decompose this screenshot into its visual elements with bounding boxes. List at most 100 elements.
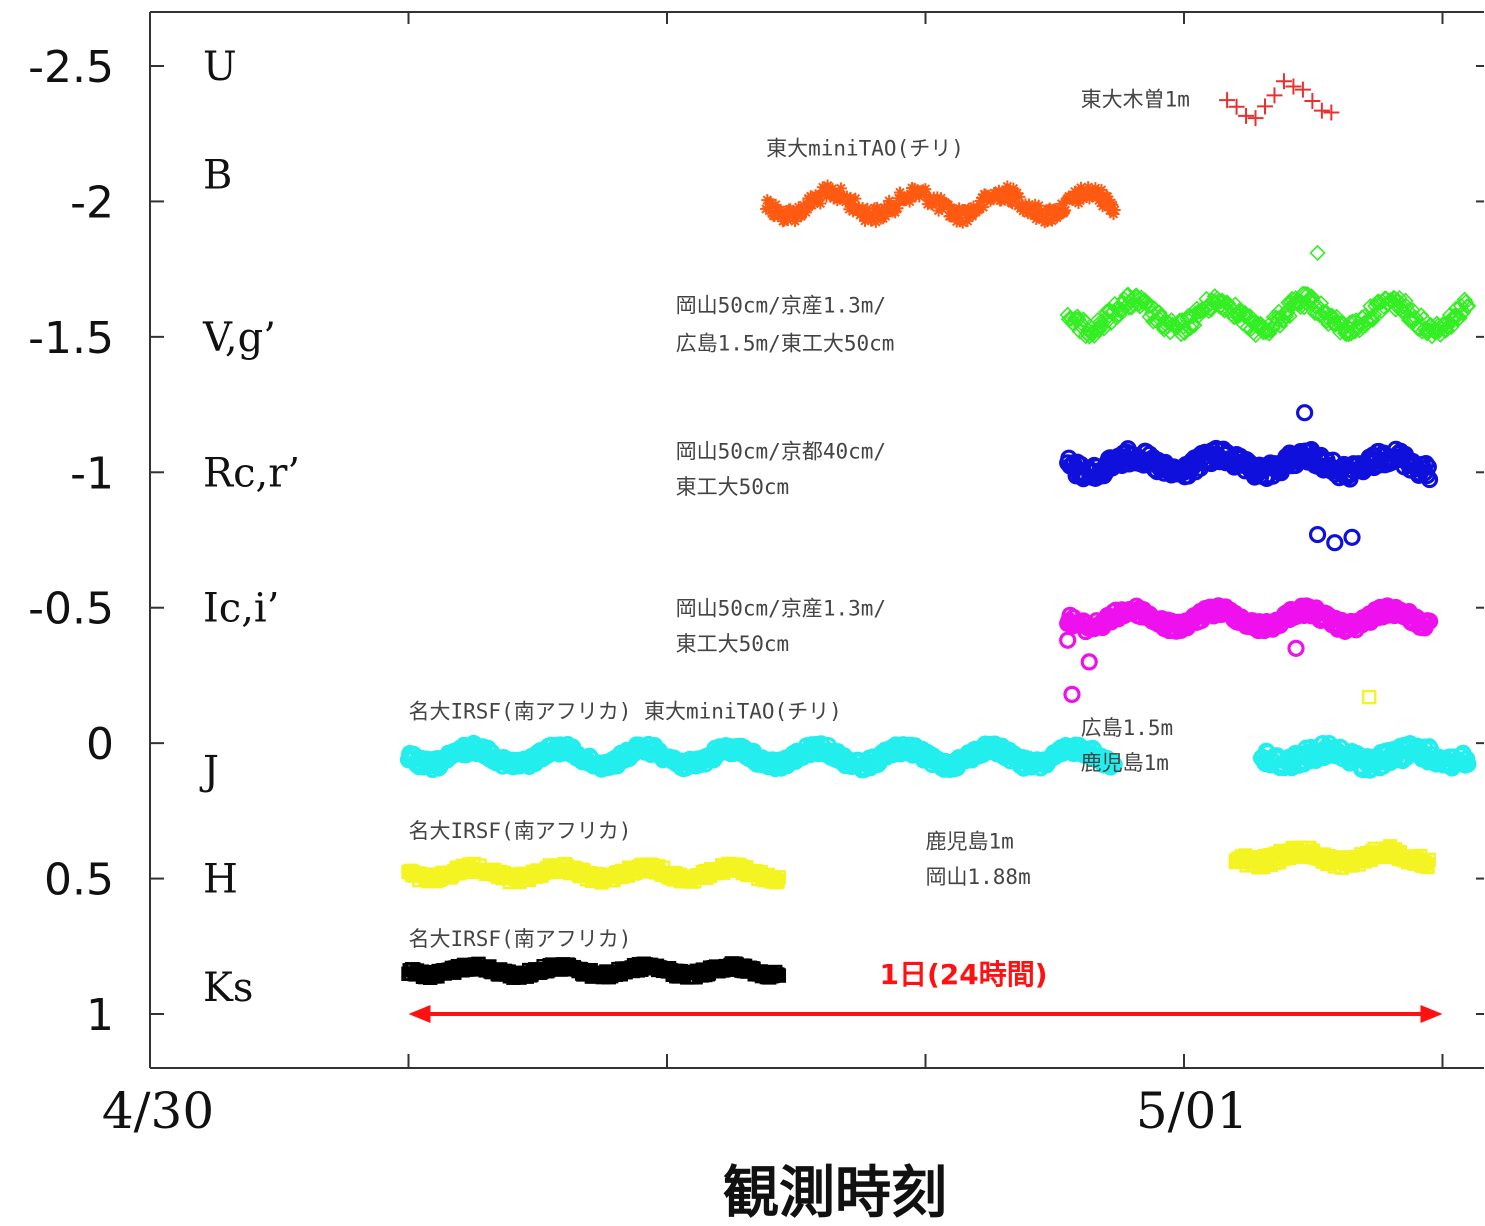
observatory-label: 鹿児島1m xyxy=(926,830,1014,854)
data-point xyxy=(913,190,926,203)
data-point xyxy=(1151,304,1168,321)
data-point xyxy=(1323,104,1340,121)
data-point xyxy=(799,206,812,219)
data-point xyxy=(849,192,862,205)
series-layer xyxy=(399,73,1477,985)
data-point xyxy=(793,203,806,216)
data-point xyxy=(1313,102,1330,119)
observatory-label: 名大IRSF(南アフリカ) xyxy=(409,819,632,843)
data-point xyxy=(1095,320,1112,337)
data-point xyxy=(1088,185,1101,198)
data-point xyxy=(1296,404,1314,422)
data-point xyxy=(903,195,916,208)
data-point xyxy=(967,200,980,213)
band-label: V,g’ xyxy=(202,315,276,361)
data-point xyxy=(1271,317,1289,334)
y-tick-label: 0.5 xyxy=(44,855,114,906)
data-point xyxy=(1412,307,1430,324)
observatory-label: 名大IRSF(南アフリカ) xyxy=(409,927,632,951)
data-point xyxy=(998,193,1011,206)
data-point xyxy=(1080,653,1098,671)
data-point xyxy=(1330,314,1348,332)
data-point xyxy=(834,182,847,195)
data-point xyxy=(843,203,856,216)
data-point xyxy=(1013,190,1026,203)
observatory-label: 東大木曽1m xyxy=(1081,88,1190,112)
data-point xyxy=(1275,73,1292,90)
data-point xyxy=(1089,182,1102,195)
data-point xyxy=(1071,193,1084,206)
data-point xyxy=(932,204,945,217)
data-point xyxy=(1140,298,1157,315)
data-point xyxy=(1281,307,1298,325)
data-point xyxy=(826,182,839,195)
data-point xyxy=(1027,205,1040,218)
data-point xyxy=(1105,755,1123,774)
data-point xyxy=(974,194,987,207)
span-arrow-head-right xyxy=(1420,1005,1443,1023)
y-tick-label: -2.5 xyxy=(28,42,114,93)
data-series xyxy=(1252,734,1477,779)
data-point xyxy=(1032,199,1045,212)
span-arrow-label: 1日(24時間) xyxy=(879,958,1047,991)
data-point xyxy=(1074,181,1087,194)
data-point xyxy=(1326,534,1344,552)
data-point xyxy=(891,202,904,215)
data-point xyxy=(1023,198,1036,211)
data-series xyxy=(401,856,787,890)
data-point xyxy=(1455,303,1472,320)
data-point xyxy=(1072,197,1085,210)
data-point xyxy=(1247,110,1264,127)
data-series xyxy=(1219,73,1340,127)
data-point xyxy=(1093,194,1106,207)
data-point xyxy=(780,207,793,220)
data-point xyxy=(1219,92,1236,109)
data-point xyxy=(942,199,955,212)
data-point xyxy=(920,190,933,203)
data-point xyxy=(1228,98,1245,115)
data-point xyxy=(1020,202,1033,215)
band-label: Ks xyxy=(203,965,253,1011)
data-point xyxy=(772,210,785,223)
y-tick-label: -2 xyxy=(70,177,114,228)
data-point xyxy=(1343,528,1361,546)
data-point xyxy=(768,964,783,980)
band-label: Rc,r’ xyxy=(203,450,300,496)
data-point xyxy=(953,202,966,215)
data-point xyxy=(821,179,834,192)
data-point xyxy=(959,204,972,217)
data-point xyxy=(820,190,833,203)
data-point xyxy=(1362,689,1377,705)
data-point xyxy=(1459,755,1477,773)
data-point xyxy=(1419,857,1434,872)
data-series xyxy=(1059,285,1477,345)
observatory-label: 岡山1.88m xyxy=(926,865,1031,889)
data-point xyxy=(1309,244,1326,262)
data-point xyxy=(859,214,872,227)
data-point xyxy=(769,198,782,211)
data-point xyxy=(890,198,903,211)
data-point xyxy=(1451,309,1468,326)
data-point xyxy=(1378,290,1395,307)
band-label: Ic,i’ xyxy=(203,586,279,632)
data-series xyxy=(760,179,1121,229)
observatory-label: 東大miniTAO(チリ) xyxy=(766,136,964,160)
observatory-label: 名大IRSF(南アフリカ) 東大miniTAO(チリ) xyxy=(409,700,842,724)
observatory-label: 広島1.5m/東工大50cm xyxy=(676,331,895,355)
data-series xyxy=(1059,439,1439,489)
data-point xyxy=(1422,316,1439,334)
data-point xyxy=(1308,525,1327,544)
data-point xyxy=(1460,297,1477,315)
data-point xyxy=(956,216,969,229)
data-point xyxy=(1256,98,1273,115)
data-point xyxy=(918,186,931,199)
data-point xyxy=(1420,612,1439,630)
data-point xyxy=(1420,470,1439,489)
data-point xyxy=(814,197,827,210)
data-point xyxy=(1095,183,1108,196)
data-point xyxy=(840,190,853,203)
data-point xyxy=(770,873,785,888)
data-point xyxy=(775,205,788,218)
data-point xyxy=(1102,314,1120,331)
x-axis-label: 観測時刻 xyxy=(723,1161,947,1222)
